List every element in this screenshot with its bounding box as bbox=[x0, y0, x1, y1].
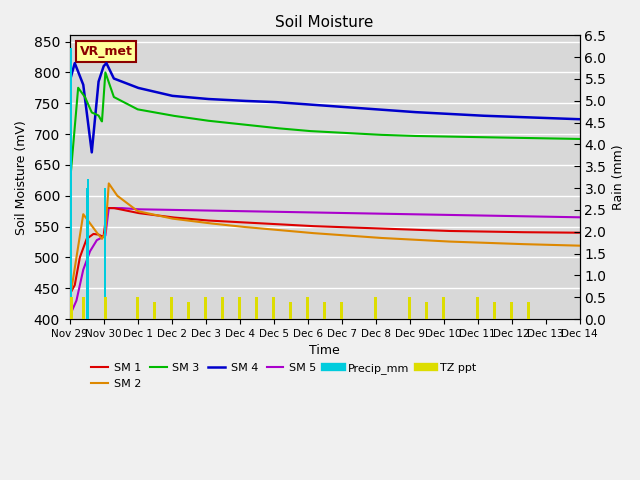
Title: Soil Moisture: Soil Moisture bbox=[275, 15, 374, 30]
Bar bbox=[442, 297, 445, 319]
Bar bbox=[70, 48, 72, 319]
Bar bbox=[340, 301, 343, 319]
Y-axis label: Soil Moisture (mV): Soil Moisture (mV) bbox=[15, 120, 28, 235]
Bar bbox=[273, 297, 275, 319]
Bar bbox=[239, 297, 241, 319]
Bar bbox=[527, 301, 530, 319]
Bar bbox=[188, 301, 190, 319]
Bar bbox=[476, 297, 479, 319]
Bar bbox=[493, 301, 496, 319]
Bar bbox=[83, 297, 85, 319]
Bar bbox=[82, 297, 84, 319]
X-axis label: Time: Time bbox=[309, 344, 340, 357]
Bar bbox=[511, 301, 513, 319]
Bar bbox=[255, 297, 258, 319]
Bar bbox=[408, 297, 411, 319]
Bar bbox=[170, 297, 173, 319]
Bar bbox=[104, 188, 106, 319]
Bar bbox=[426, 301, 428, 319]
Text: VR_met: VR_met bbox=[80, 45, 132, 58]
Bar bbox=[307, 297, 309, 319]
Bar bbox=[204, 297, 207, 319]
Bar bbox=[154, 301, 156, 319]
Bar bbox=[221, 297, 224, 319]
Bar bbox=[136, 297, 139, 319]
Bar bbox=[323, 301, 326, 319]
Y-axis label: Rain (mm): Rain (mm) bbox=[612, 144, 625, 210]
Bar bbox=[86, 188, 88, 319]
Bar bbox=[374, 297, 377, 319]
Bar bbox=[289, 301, 292, 319]
Bar bbox=[104, 297, 106, 319]
Bar bbox=[87, 180, 90, 319]
Legend: SM 1, SM 2, SM 3, SM 4, SM 5, Precip_mm, TZ ppt: SM 1, SM 2, SM 3, SM 4, SM 5, Precip_mm,… bbox=[87, 359, 481, 393]
Bar bbox=[70, 297, 72, 319]
